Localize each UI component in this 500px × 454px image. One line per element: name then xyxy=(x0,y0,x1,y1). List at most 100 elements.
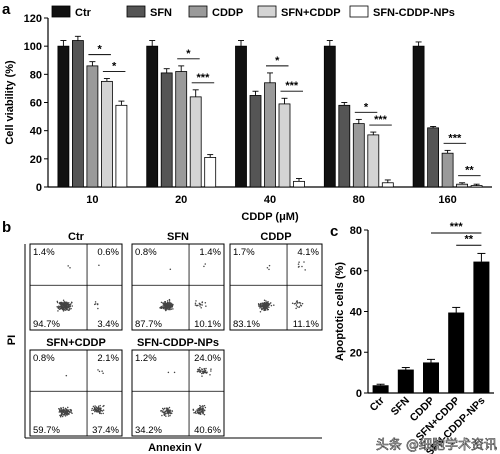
cell-dot-0-2-78 xyxy=(57,307,60,309)
bar-4-4 xyxy=(470,185,483,188)
cell-dot-1-3-0 xyxy=(194,304,197,306)
cell-dot-3-2-85 xyxy=(68,409,70,411)
cell-dot-4-2-53 xyxy=(163,413,165,415)
c-bar-0 xyxy=(372,385,389,393)
cell-dot-2-2-133 xyxy=(263,307,266,310)
pi-axis-title: PI xyxy=(6,335,18,345)
cell-dot-4-1-18 xyxy=(199,366,201,369)
bar-2-4 xyxy=(441,152,454,188)
cell-dot-0-2-121 xyxy=(61,302,64,304)
plot-frame-0 xyxy=(29,243,123,331)
cell-dot-3-2-89 xyxy=(63,413,66,415)
c-bar-3 xyxy=(448,312,465,393)
sig-label-5: *** xyxy=(285,80,299,92)
bar-2-3 xyxy=(352,123,365,188)
cell-dot-2-2-109 xyxy=(267,305,269,308)
cell-dot-3-2-52 xyxy=(62,413,64,415)
cell-dot-4-3-53 xyxy=(201,405,204,407)
quadrant-ur-1: 1.4% xyxy=(199,247,221,258)
cell-dot-0-2-66 xyxy=(67,309,70,311)
cell-dot-3-2-93 xyxy=(69,408,72,411)
bar-4-0 xyxy=(115,104,128,188)
cell-dot-2-3-7 xyxy=(294,302,297,305)
cell-dot-4-1-39 xyxy=(201,368,204,371)
cell-dot-1-2-137 xyxy=(167,303,169,305)
panel-b-letter: b xyxy=(2,219,11,236)
cell-dot-4-2-49 xyxy=(167,411,170,413)
cell-dot-1-2-127 xyxy=(169,306,172,308)
flow-cytometry-panel: Ctr 1.4% 0.6% 94.7% 3.4% SFN 0.8% 1.4% 87.7% 10.1… xyxy=(6,231,323,454)
cell-dot-1-3-9 xyxy=(194,302,197,305)
cell-dot-3-2-91 xyxy=(60,407,62,409)
cell-dot-2-2-71 xyxy=(266,309,269,311)
cell-dot-2-3-6 xyxy=(295,307,297,310)
plot-frame-3 xyxy=(29,349,123,437)
c-y-tick-label-1: 20 xyxy=(350,347,362,359)
cell-dot-4-2-54 xyxy=(161,414,163,417)
plot-title-4: SFN-CDDP-NPs xyxy=(137,337,219,349)
cell-dot-3-3-63 xyxy=(93,408,96,411)
cell-dot-2-3-10 xyxy=(295,304,298,306)
cell-dot-0-2-160 xyxy=(69,305,72,308)
legend-label-1: SFN xyxy=(150,7,172,19)
y-tick-label-2: 40 xyxy=(30,126,42,138)
cell-dot-4-1-19 xyxy=(200,370,202,372)
cell-dot-4-3-38 xyxy=(203,409,206,411)
cell-dot-4-1-40 xyxy=(198,368,200,370)
legend-swatch-3 xyxy=(257,5,277,18)
cell-dot-4-1-38 xyxy=(201,375,203,377)
cell-dot-3-2-26 xyxy=(60,413,63,415)
cell-dot-4-2-52 xyxy=(167,413,170,415)
cell-dot-1-0-0 xyxy=(169,268,172,271)
plot-title-1: SFN xyxy=(167,231,189,243)
sig-label-0: * xyxy=(98,44,103,56)
cell-dot-4-3-32 xyxy=(203,404,206,407)
x-tick-label-2: 40 xyxy=(264,194,276,206)
cell-dot-2-2-111 xyxy=(262,307,265,310)
cell-dot-4-1-25 xyxy=(203,368,206,370)
cell-dot-3-3-7 xyxy=(91,407,94,410)
bar-1-0 xyxy=(72,40,84,188)
sig-label-6: * xyxy=(364,101,369,113)
cell-dot-4-1-29 xyxy=(202,372,205,375)
cell-dot-3-2-87 xyxy=(65,412,68,415)
cell-dot-3-1-2 xyxy=(101,370,103,372)
quadrant-ll-2: 83.1% xyxy=(233,319,260,330)
cell-dot-4-1-1 xyxy=(210,370,212,372)
cell-dot-4-3-44 xyxy=(197,407,200,410)
cell-dot-1-1-0 xyxy=(203,265,205,268)
quadrant-lr-4: 40.6% xyxy=(194,425,221,436)
cell-dot-4-1-28 xyxy=(210,368,212,370)
c-bar-2 xyxy=(423,362,439,393)
cell-dot-3-2-83 xyxy=(58,411,61,413)
cell-dot-2-2-132 xyxy=(261,302,264,305)
cell-dot-1-3-4 xyxy=(201,304,203,306)
cell-dot-0-2-135 xyxy=(63,301,66,303)
bar-2-2 xyxy=(264,82,276,188)
cell-dot-1-1-1 xyxy=(204,263,206,265)
cell-dot-3-2-78 xyxy=(60,414,63,416)
cell-dot-2-1-5 xyxy=(301,265,303,268)
cell-dot-3-3-42 xyxy=(99,408,102,411)
cell-dot-2-3-15 xyxy=(299,304,302,306)
bar-0-2 xyxy=(235,45,247,188)
cell-dot-2-2-108 xyxy=(265,300,267,302)
cell-dot-2-2-119 xyxy=(268,303,271,306)
quadrant-lr-2: 11.1% xyxy=(293,319,320,330)
quadrant-ll-0: 94.7% xyxy=(33,319,60,330)
cell-dot-0-2-130 xyxy=(58,308,61,311)
cell-dot-0-2-156 xyxy=(61,303,64,306)
cell-dot-2-2-73 xyxy=(263,299,266,301)
cell-dot-4-3-67 xyxy=(202,412,204,415)
cell-dot-2-2-84 xyxy=(259,307,261,309)
cell-dot-0-2-144 xyxy=(67,305,70,308)
cell-dot-3-3-60 xyxy=(94,407,96,410)
cell-dot-4-2-19 xyxy=(171,410,173,412)
cell-dot-1-2-133 xyxy=(171,305,173,308)
cell-dot-1-2-99 xyxy=(169,302,171,304)
cell-dot-3-3-62 xyxy=(98,411,101,413)
cell-dot-4-3-8 xyxy=(203,413,206,416)
cell-dot-0-2-133 xyxy=(71,301,73,304)
bar-0-1 xyxy=(146,45,159,188)
